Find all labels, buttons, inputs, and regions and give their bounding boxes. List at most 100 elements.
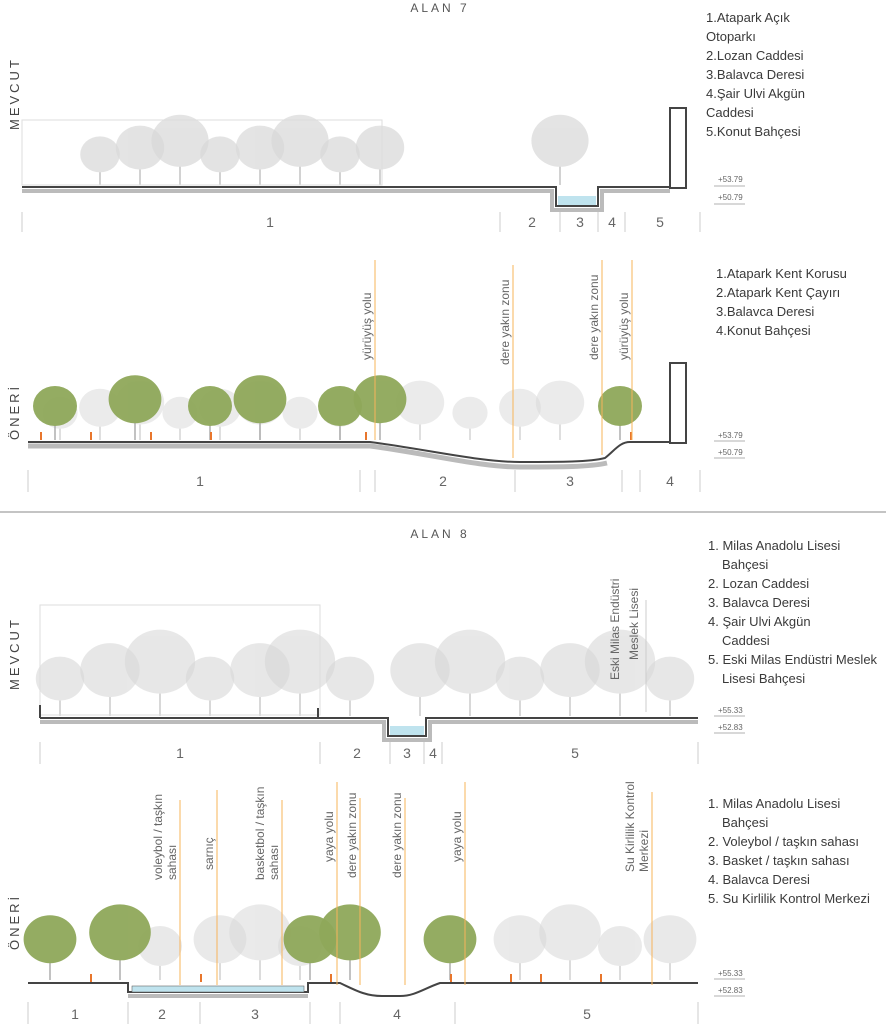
- person-icon: [150, 432, 152, 440]
- alan8-title: ALAN 8: [410, 527, 469, 541]
- tree-icon: [233, 375, 287, 440]
- legend-item: 3.Balavca Deresi: [716, 304, 815, 319]
- legend-item: 2. Voleybol / taşkın sahası: [708, 834, 860, 849]
- zone-label: 4: [608, 214, 616, 230]
- tree-icon: [539, 904, 601, 980]
- tree-icon: [282, 396, 318, 440]
- annotation-label: dere yakın zonu: [587, 275, 601, 360]
- tree-icon: [188, 386, 232, 440]
- alan8-mevcut-elevations: +55.33 +52.83: [714, 706, 745, 734]
- legend-item: 4.Konut Bahçesi: [716, 323, 811, 338]
- alan7-oneri-legend: 1.Atapark Kent Korusu 2.Atapark Kent Çay…: [716, 264, 847, 340]
- tree-icon: [108, 375, 162, 440]
- tree-icon: [643, 915, 697, 980]
- alan7-oneri-zones: [27, 470, 701, 492]
- tree-icon: [229, 904, 291, 980]
- tree-icon: [499, 388, 541, 440]
- alan8-oneri-legend: 1. Milas Anadolu Lisesi Bahçesi 2. Voley…: [708, 794, 872, 908]
- zone-label: 3: [403, 745, 411, 761]
- svg-text:Meslek Lisesi: Meslek Lisesi: [627, 588, 641, 660]
- tree-icon: [200, 136, 240, 185]
- tree-icon: [35, 656, 85, 716]
- zone-label: 5: [656, 214, 664, 230]
- alan8-oneri-ground: [28, 982, 698, 998]
- person-icon: [330, 974, 332, 982]
- person-icon: [210, 432, 212, 440]
- zone-label: 3: [251, 1006, 259, 1022]
- annotation: yaya yolu: [322, 782, 338, 985]
- alan8-oneri-annotations: voleybol / taşkın sahası sarnıç basketbol /…: [151, 781, 653, 985]
- person-icon: [510, 974, 512, 982]
- tree-icon: [540, 643, 600, 716]
- zone-label: 5: [583, 1006, 591, 1022]
- annotation-label: yaya yolu: [322, 811, 336, 862]
- svg-text:+52.83: +52.83: [718, 723, 743, 732]
- tree-icon: [318, 386, 362, 440]
- zone-label: 2: [353, 745, 361, 761]
- person-icon: [540, 974, 542, 982]
- alan7-mevcut-zones: [21, 212, 701, 232]
- legend-item: 4.Şair Ulvi Akgün Caddesi: [706, 86, 805, 120]
- alan7-mevcut-legend: 1.Atapark Açık Otoparkı 2.Lozan Caddesi …: [706, 8, 816, 141]
- person-icon: [40, 432, 42, 440]
- alan8-mevcut-side-label: MEVCUT: [7, 617, 22, 690]
- tree-icon: [434, 629, 506, 716]
- tree-icon: [531, 114, 589, 185]
- zone-label: 3: [576, 214, 584, 230]
- person-icon: [365, 432, 367, 440]
- tree-icon: [325, 656, 375, 716]
- zone-label: 1: [71, 1006, 79, 1022]
- legend-item: 1.Atapark Açık Otoparkı: [706, 10, 790, 44]
- annotation: yürüyüş yolu: [617, 260, 633, 440]
- alan8-oneri-side-label: ÖNERİ: [7, 894, 22, 950]
- annotation-label: dere yakın zonu: [345, 793, 359, 878]
- tree-icon: [151, 114, 209, 185]
- person-icon: [450, 974, 452, 982]
- zone-label: 5: [571, 745, 579, 761]
- tree-icon: [271, 114, 329, 185]
- annotation-label: dere yakın zonu: [390, 793, 404, 878]
- tree-icon: [89, 904, 151, 980]
- legend-item: 4. Şair Ulvi Akgün Caddesi: [708, 614, 811, 648]
- annotation: Su Kirlilik Kontrol Merkezi: [623, 781, 653, 985]
- alan7-oneri-side-label: ÖNERİ: [7, 384, 22, 440]
- zone-label: 4: [666, 473, 674, 489]
- annotation-label: dere yakın zonu: [498, 280, 512, 365]
- annotation: sarnıç: [202, 790, 218, 985]
- annotation: dere yakın zonu: [498, 265, 514, 458]
- person-icon: [90, 974, 92, 982]
- annotation: yaya yolu: [450, 782, 466, 985]
- tree-icon: [495, 656, 545, 716]
- tree-icon: [493, 915, 547, 980]
- annotation-label: yaya yolu: [450, 811, 464, 862]
- annotation: dere yakın zonu: [345, 793, 361, 985]
- tree-icon: [319, 904, 381, 980]
- alan7-title: ALAN 7: [410, 1, 469, 15]
- tree-icon: [33, 386, 77, 440]
- alan8-mevcut-legend: 1. Milas Anadolu Lisesi Bahçesi 2. Lozan…: [708, 536, 880, 688]
- annotation-label: yürüyüş yolu: [617, 293, 631, 360]
- tree-icon: [185, 656, 235, 716]
- legend-item: 2.Atapark Kent Çayırı: [716, 285, 841, 300]
- annotation-label: Merkezi: [637, 830, 651, 872]
- annotation: yürüyüş yolu: [360, 260, 376, 440]
- annotation: basketbol / taşkın sahası: [253, 787, 283, 985]
- legend-item: 2.Lozan Caddesi: [706, 48, 804, 63]
- tree-icon: [598, 926, 642, 980]
- zone-label: 2: [528, 214, 536, 230]
- tree-icon: [353, 375, 407, 440]
- alan7-mevcut-elevations: +53.79 +50.79: [714, 175, 745, 205]
- legend-item: 5. Su Kirlilik Kontrol Merkezi: [708, 891, 870, 906]
- annotation-label: yürüyüş yolu: [360, 293, 374, 360]
- tree-icon: [390, 643, 450, 716]
- annotation-label: sarnıç: [202, 837, 216, 870]
- tree-icon: [452, 396, 488, 440]
- annotation-label: Su Kirlilik Kontrol: [623, 781, 637, 872]
- annotation-label: voleybol / taşkın: [151, 794, 165, 880]
- alan7-oneri-annotations: yürüyüş yolu dere yakın zonu dere yakın zo…: [360, 260, 633, 458]
- tree-icon: [535, 380, 585, 440]
- legend-item: 3.Balavca Deresi: [706, 67, 805, 82]
- zone-label: 3: [566, 473, 574, 489]
- tree-icon: [80, 136, 120, 185]
- alan8-oneri-zones: [27, 1002, 699, 1024]
